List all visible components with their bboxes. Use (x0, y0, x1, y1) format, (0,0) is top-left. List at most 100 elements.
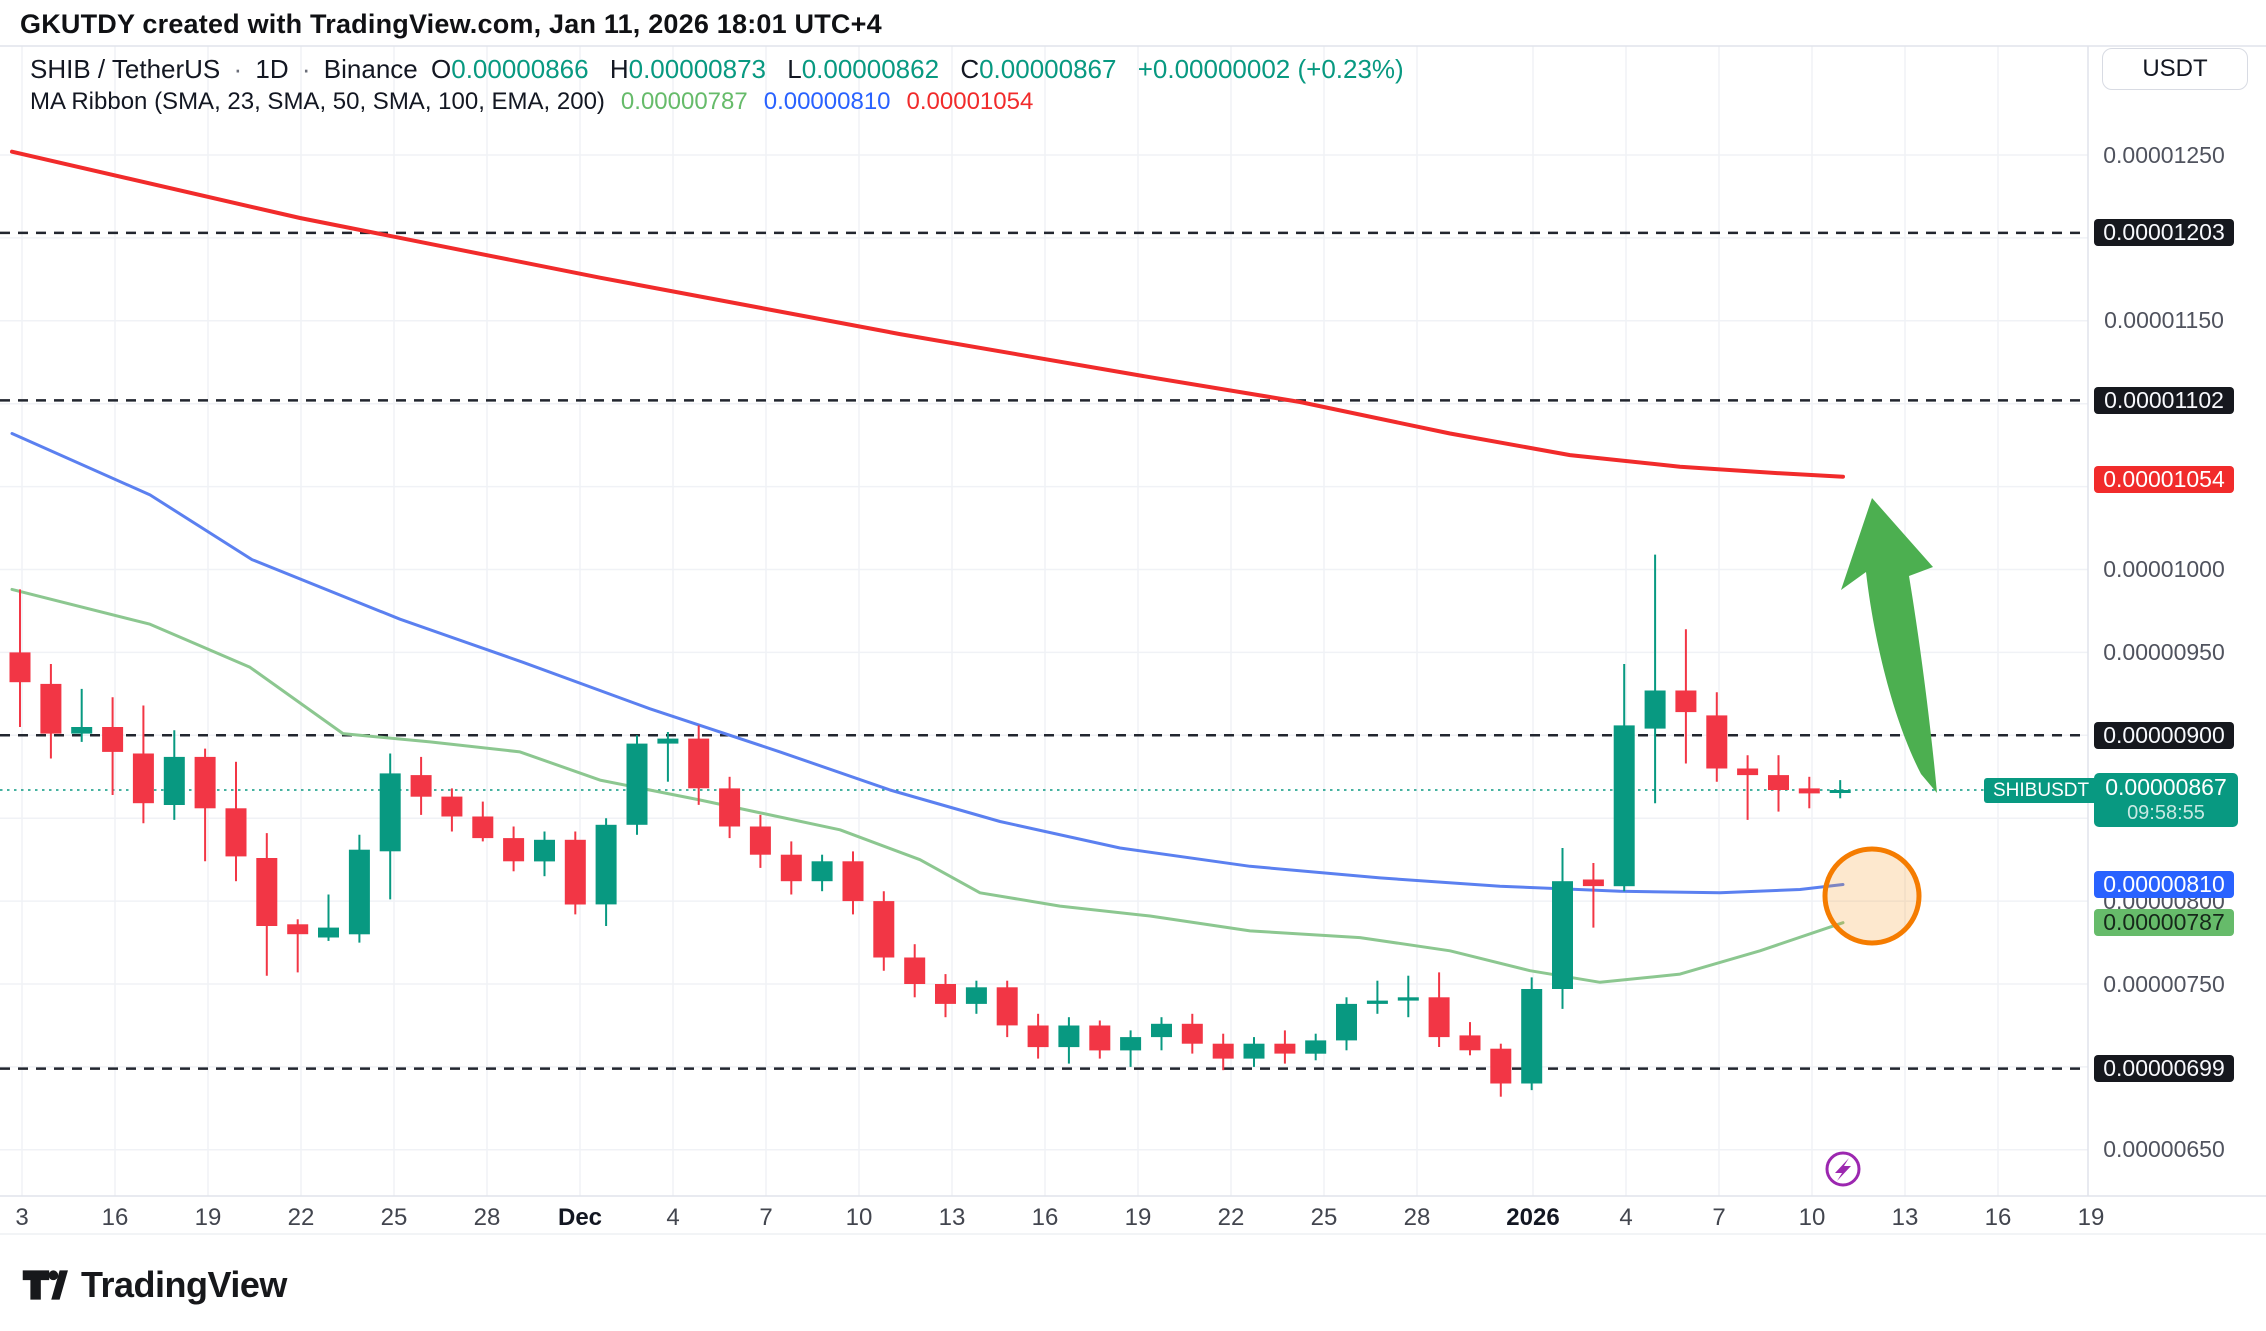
price-axis-badge: 0.00001102 (2094, 387, 2234, 414)
chart-frame (0, 45, 2266, 1235)
exchange-label: Binance (323, 54, 418, 84)
candle (1582, 863, 1604, 928)
last-price-value: 0.00000867 (2105, 774, 2227, 800)
close-value: 0.00000867 (979, 54, 1117, 84)
price-axis-label: 0.00000950 (2103, 639, 2225, 665)
candle (564, 831, 586, 915)
candle (1552, 848, 1573, 1009)
time-axis-label: 25 (1310, 1204, 1338, 1231)
time-axis-label: 4 (666, 1204, 680, 1231)
ma-value-blue: 0.00000810 (763, 88, 891, 115)
price-axis-badge: 0.00000900 (2094, 722, 2234, 749)
time-axis-label: 16 (1984, 1204, 2012, 1231)
candle (472, 801, 494, 842)
event-bolt-icon[interactable] (1825, 1151, 1861, 1187)
time-axis-label: 22 (1217, 1204, 1245, 1231)
grid (0, 46, 2088, 1196)
price-axis-badge: 0.00000699 (2094, 1055, 2234, 1082)
tradingview-logo-icon (22, 1270, 68, 1300)
time-axis-label: 13 (938, 1204, 966, 1231)
candle (935, 974, 956, 1018)
symbol-title[interactable]: SHIB / TetherUS (30, 54, 221, 84)
time-axis-label: 28 (1403, 1204, 1431, 1231)
candle (256, 833, 278, 976)
time-axis-label: 28 (473, 1204, 501, 1231)
candle (1737, 755, 1759, 820)
interval-label[interactable]: 1D (255, 54, 289, 84)
candle (1336, 997, 1357, 1051)
ma-line-sma23[interactable] (10, 587, 1845, 984)
high-label: H (609, 54, 629, 84)
open-value: 0.00000866 (451, 54, 589, 84)
high-value: 0.00000873 (628, 54, 766, 84)
ma-ribbon-title[interactable]: MA Ribbon (SMA, 23, SMA, 50, SMA, 100, E… (30, 88, 605, 115)
ma-ribbon-legend[interactable]: MA Ribbon (SMA, 23, SMA, 50, SMA, 100, E… (30, 88, 1049, 116)
time-axis-label: 25 (380, 1204, 408, 1231)
candle (626, 735, 648, 835)
price-axis-badge: 0.00001203 (2094, 219, 2234, 246)
candle (996, 980, 1018, 1038)
candle (379, 753, 401, 900)
price-axis-label: 0.00001250 (2103, 142, 2225, 168)
candle (1521, 977, 1543, 1091)
candle (1428, 972, 1450, 1047)
candle (348, 834, 370, 943)
candle (318, 894, 339, 941)
candle (842, 851, 864, 915)
time-axis-label: 22 (287, 1204, 315, 1231)
time-axis-label: 13 (1891, 1204, 1919, 1231)
price-axis-label: 0.00000750 (2103, 971, 2225, 997)
time-axis-label: 16 (1031, 1204, 1059, 1231)
candle (1181, 1013, 1203, 1054)
tradingview-logo[interactable]: TradingView (22, 1264, 287, 1306)
drawing-circle-highlight[interactable] (1822, 846, 1922, 946)
time-axis-label: 7 (759, 1204, 773, 1231)
candle (1675, 629, 1697, 764)
candle (719, 776, 741, 839)
time-axis-label: 19 (2077, 1204, 2105, 1231)
candle (595, 818, 617, 926)
ma-line-ema200[interactable] (10, 149, 1845, 479)
candle (441, 788, 463, 832)
currency-toggle-button[interactable]: USDT (2102, 48, 2248, 90)
candle (1212, 1033, 1234, 1071)
price-axis-label: 0.00001150 (2104, 307, 2224, 333)
price-axis-badge: 0.00000810 (2094, 871, 2234, 898)
ma-line-sma100[interactable] (10, 432, 1845, 895)
candle (1798, 776, 1820, 809)
candle (904, 944, 926, 998)
price-axis-badge: 0.00000787 (2094, 909, 2234, 936)
candle (1151, 1017, 1172, 1051)
time-axis-label: 10 (1798, 1204, 1826, 1231)
candle (534, 831, 555, 877)
time-axis-label: 4 (1619, 1204, 1633, 1231)
candle (780, 841, 802, 895)
ma-value-green: 0.00000787 (620, 88, 748, 115)
candle (1243, 1037, 1265, 1067)
time-axis-label: 7 (1712, 1204, 1726, 1231)
time-axis-label: 2026 (1506, 1204, 1560, 1231)
candle (163, 730, 185, 820)
candle (1274, 1030, 1296, 1064)
candle (1027, 1013, 1049, 1059)
low-label: L (787, 54, 802, 84)
symbol-price-tag: SHIBUSDT (1984, 778, 2099, 803)
drawing-arrow-up[interactable] (1841, 498, 1937, 793)
candle (1613, 664, 1635, 892)
time-axis-label: 3 (15, 1204, 29, 1231)
candle (811, 854, 833, 892)
candle (71, 688, 93, 742)
candle (1366, 980, 1388, 1014)
price-axis-label: 0.00000650 (2103, 1136, 2225, 1162)
open-label: O (431, 54, 452, 84)
candle (688, 725, 710, 805)
watermark-attribution: GKUTDY created with TradingView.com, Jan… (20, 9, 882, 39)
candle (225, 761, 247, 882)
candle (1058, 1017, 1080, 1064)
candle (1459, 1022, 1481, 1056)
tradingview-logo-text: TradingView (81, 1264, 287, 1305)
symbol-legend[interactable]: SHIB / TetherUS · 1D · Binance O0.000008… (30, 54, 1404, 84)
time-axis-label: 19 (194, 1204, 222, 1231)
candle (1706, 692, 1728, 782)
